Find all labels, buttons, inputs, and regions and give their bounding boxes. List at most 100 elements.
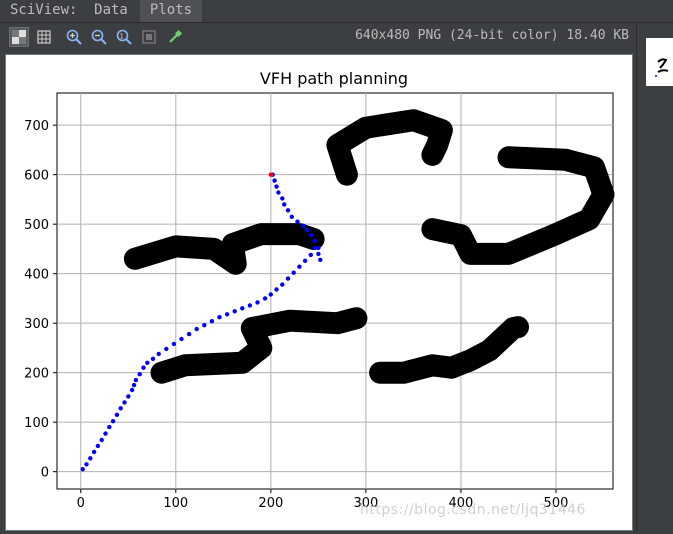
plots-thumbnail-panel [636, 23, 673, 531]
path-point [302, 258, 308, 263]
path-point [304, 227, 310, 233]
path-point [240, 306, 245, 311]
path-point [91, 449, 97, 455]
path-point [88, 456, 93, 461]
path-point [301, 223, 306, 228]
image-toolbar: 1 640x480 PNG (24-bit color) 18.40 KB [0, 23, 673, 53]
path-point [194, 326, 199, 332]
tool-window-header: SciView: Data Plots [0, 0, 673, 23]
path-point [280, 196, 285, 201]
path-point [280, 282, 285, 287]
path-point [114, 412, 120, 417]
path-point [297, 264, 302, 269]
tab-data[interactable]: Data [94, 2, 128, 18]
path-point [137, 372, 142, 377]
path-point [141, 365, 146, 370]
path-point [268, 292, 273, 297]
watermark: https://blog.csdn.net/ljq31446 [360, 502, 586, 518]
chart-title: VFH path planning [260, 69, 408, 88]
obstacles [123, 109, 615, 384]
color-picker-icon [169, 29, 183, 43]
path-point [318, 257, 323, 262]
actual-size-button[interactable]: 1 [114, 27, 134, 47]
path-point [122, 400, 127, 405]
obstacle-blob [326, 109, 453, 186]
path-points [80, 172, 323, 472]
path-point [150, 356, 156, 361]
plot-image: 0 100 200 300 400 500 0 100 200 300 400 500 600 700 … [5, 54, 633, 531]
checker-bg-icon [12, 30, 26, 44]
y-tick-label: 600 [24, 169, 49, 184]
path-point [274, 287, 279, 292]
obstacle-blob [150, 307, 368, 384]
path-point [276, 190, 281, 195]
x-tick-label: 500 [544, 496, 569, 511]
zoom-out-button[interactable] [89, 27, 109, 47]
path-point [84, 462, 89, 467]
tab-plots[interactable]: Plots [140, 0, 202, 22]
y-tick-label: 700 [24, 119, 49, 134]
path-point [316, 251, 321, 257]
x-tick-label: 300 [353, 496, 378, 511]
y-tick-label: 400 [24, 268, 49, 283]
obstacle-blob [123, 223, 325, 275]
checker-background-button[interactable] [9, 27, 29, 47]
path-point [186, 331, 192, 337]
path-point [255, 300, 260, 305]
path-point [312, 238, 317, 244]
path-point [247, 303, 253, 308]
path-point [103, 431, 108, 436]
y-tick-label: 200 [24, 367, 49, 382]
x-axis: 0 100 200 300 400 500 [77, 489, 569, 511]
path-point [95, 443, 101, 449]
plot-thumbnail[interactable] [646, 38, 673, 86]
image-info: 640x480 PNG (24-bit color) 18.40 KB [355, 28, 629, 43]
path-point [126, 394, 131, 399]
path-point [291, 270, 296, 275]
actual-size-icon: 1 [116, 29, 132, 45]
zoom-in-button[interactable] [64, 27, 84, 47]
fit-icon [142, 30, 156, 44]
goal-point [268, 172, 273, 177]
path-point [282, 202, 287, 207]
path-point [131, 382, 137, 388]
color-picker-button[interactable] [165, 27, 185, 47]
path-point [171, 341, 177, 347]
path-point [272, 178, 277, 183]
zoom-in-icon [66, 29, 82, 45]
svg-text:1: 1 [120, 33, 124, 41]
path-point [217, 315, 222, 320]
path-point [179, 336, 184, 342]
x-tick-label: 100 [163, 496, 188, 511]
sciview-label: SciView: [10, 2, 78, 18]
path-point [202, 323, 207, 328]
x-tick-label: 200 [258, 496, 283, 511]
path-point [274, 184, 279, 189]
path-point [316, 245, 321, 251]
fit-button[interactable] [139, 27, 159, 47]
path-point [99, 437, 104, 443]
path-point [129, 387, 135, 393]
path-point [224, 312, 230, 317]
obstacle-blob [421, 146, 615, 265]
x-tick-label: 0 [77, 496, 85, 511]
grid-button[interactable] [34, 27, 54, 47]
path-point [262, 296, 268, 301]
path-point [285, 276, 291, 281]
path-point [308, 252, 313, 258]
vfh-path-plot: 0 100 200 300 400 500 0100200300400500600700 … [24, 69, 615, 511]
path-point [164, 346, 169, 352]
path-point [308, 232, 313, 238]
path-point [107, 424, 112, 430]
y-tick-label: 300 [24, 317, 49, 332]
path-point [133, 377, 139, 383]
path-point [156, 351, 161, 357]
y-tick-label: 100 [24, 416, 49, 431]
y-tick-label: 500 [24, 218, 49, 233]
path-point [110, 419, 116, 424]
y-tick-label: 0 [41, 466, 49, 481]
path-point [295, 219, 300, 224]
path-point [312, 245, 317, 251]
path-point [285, 208, 291, 213]
x-tick-label: 400 [449, 496, 474, 511]
